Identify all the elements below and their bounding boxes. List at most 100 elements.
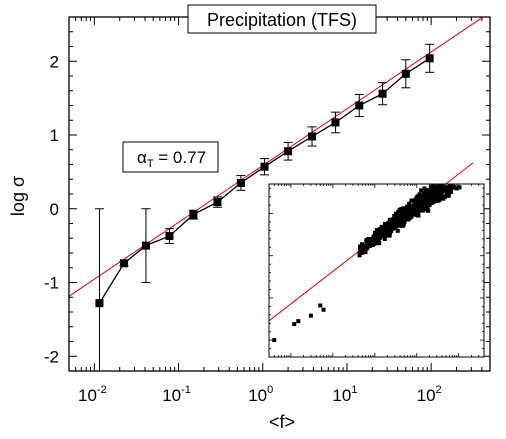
inset-point [433,185,438,190]
x-tick-label: 10-2 [78,384,107,405]
inset-point [387,233,392,238]
inset-point [292,322,297,327]
x-tick-exponent: -2 [97,384,107,396]
main-fit-line-group [68,17,483,297]
x-tick-label: 10-1 [162,384,191,405]
inset-plot [268,162,485,358]
inset-frame [268,183,485,358]
inset-point [393,218,398,223]
inset-point [448,187,453,192]
inset-point [423,204,428,209]
inset-point [407,201,412,206]
data-point [260,162,269,171]
inset-point [396,210,401,215]
inset-point [439,185,444,190]
inset-point [429,185,434,190]
data-point [120,259,129,268]
inset-background [269,184,484,357]
inset-point [429,201,434,206]
alpha-value: = 0.77 [154,148,206,167]
alpha-subscript: T [147,158,154,170]
alpha-annotation: αT = 0.77 [137,148,206,170]
inset-point [410,207,415,212]
inset-point [406,212,411,217]
inset-point [382,233,387,238]
inset-point [391,225,396,230]
inset-point [416,213,421,218]
inset-point [401,222,406,227]
inset-point [422,186,427,191]
inset-point [419,188,424,193]
data-point [189,210,198,219]
data-point [401,69,410,78]
x-tick-base: 10 [248,386,267,405]
inset-point [376,239,381,244]
inset-point [423,198,428,203]
inset-point [382,236,387,241]
inset-point [424,196,429,201]
inset-point [448,190,453,195]
y-tick-label: 2 [50,52,59,71]
x-tick-base: 10 [332,386,351,405]
inset-point [418,193,423,198]
x-tick-base: 10 [417,386,436,405]
inset-point [436,194,441,199]
inset-point [377,236,382,241]
inset-point [272,338,277,343]
inset-point [416,201,421,206]
x-tick-label: 100 [248,384,273,405]
inset-point [444,190,449,195]
inset-point [380,225,385,230]
inset-point [366,241,371,246]
inset-point [364,245,369,250]
inset-point [363,250,368,255]
y-tick-labels: -2 -1 0 1 2 [44,52,59,366]
inset-point [396,222,401,227]
inset-point [415,194,420,199]
inset-point [396,216,401,221]
main-series-group [94,43,435,372]
inset-point [382,221,387,226]
inset-point [424,201,429,206]
x-tick-exponent: 0 [267,384,273,396]
data-point [213,198,222,207]
inset-point [385,221,390,226]
inset-point [425,192,430,197]
inset-point [412,205,417,210]
data-point [165,232,174,241]
data-point [331,118,340,127]
x-tick-base: 10 [162,386,181,405]
inset-point [308,313,313,318]
annotation-box [122,141,219,173]
inset-point [377,229,382,234]
inset-point [393,211,398,216]
inset-point [439,190,444,195]
inset-point [419,203,424,208]
inset-point [433,192,438,197]
data-point [425,54,434,63]
inset-point [424,189,429,194]
inset-point [361,250,366,255]
inset-point [404,209,409,214]
inset-point [444,185,449,190]
inset-point [441,195,446,200]
inset-point [389,218,394,223]
inset-point [373,233,378,238]
inset-point [388,221,393,226]
inset-point [373,237,378,242]
inset-point [452,185,457,190]
inset-point [416,204,421,209]
inset-point [407,204,412,209]
y-tick-label: 1 [50,126,59,145]
data-point [236,178,245,187]
x-tick-base: 10 [78,386,97,405]
inset-point [436,184,441,189]
y-axis-title: log σ [8,176,28,216]
x-axis-title: <f> [269,412,295,432]
inset-point [358,244,363,249]
inset-point [435,187,440,192]
inset-point [423,193,428,198]
inset-point [321,307,326,312]
inset-point [414,207,419,212]
